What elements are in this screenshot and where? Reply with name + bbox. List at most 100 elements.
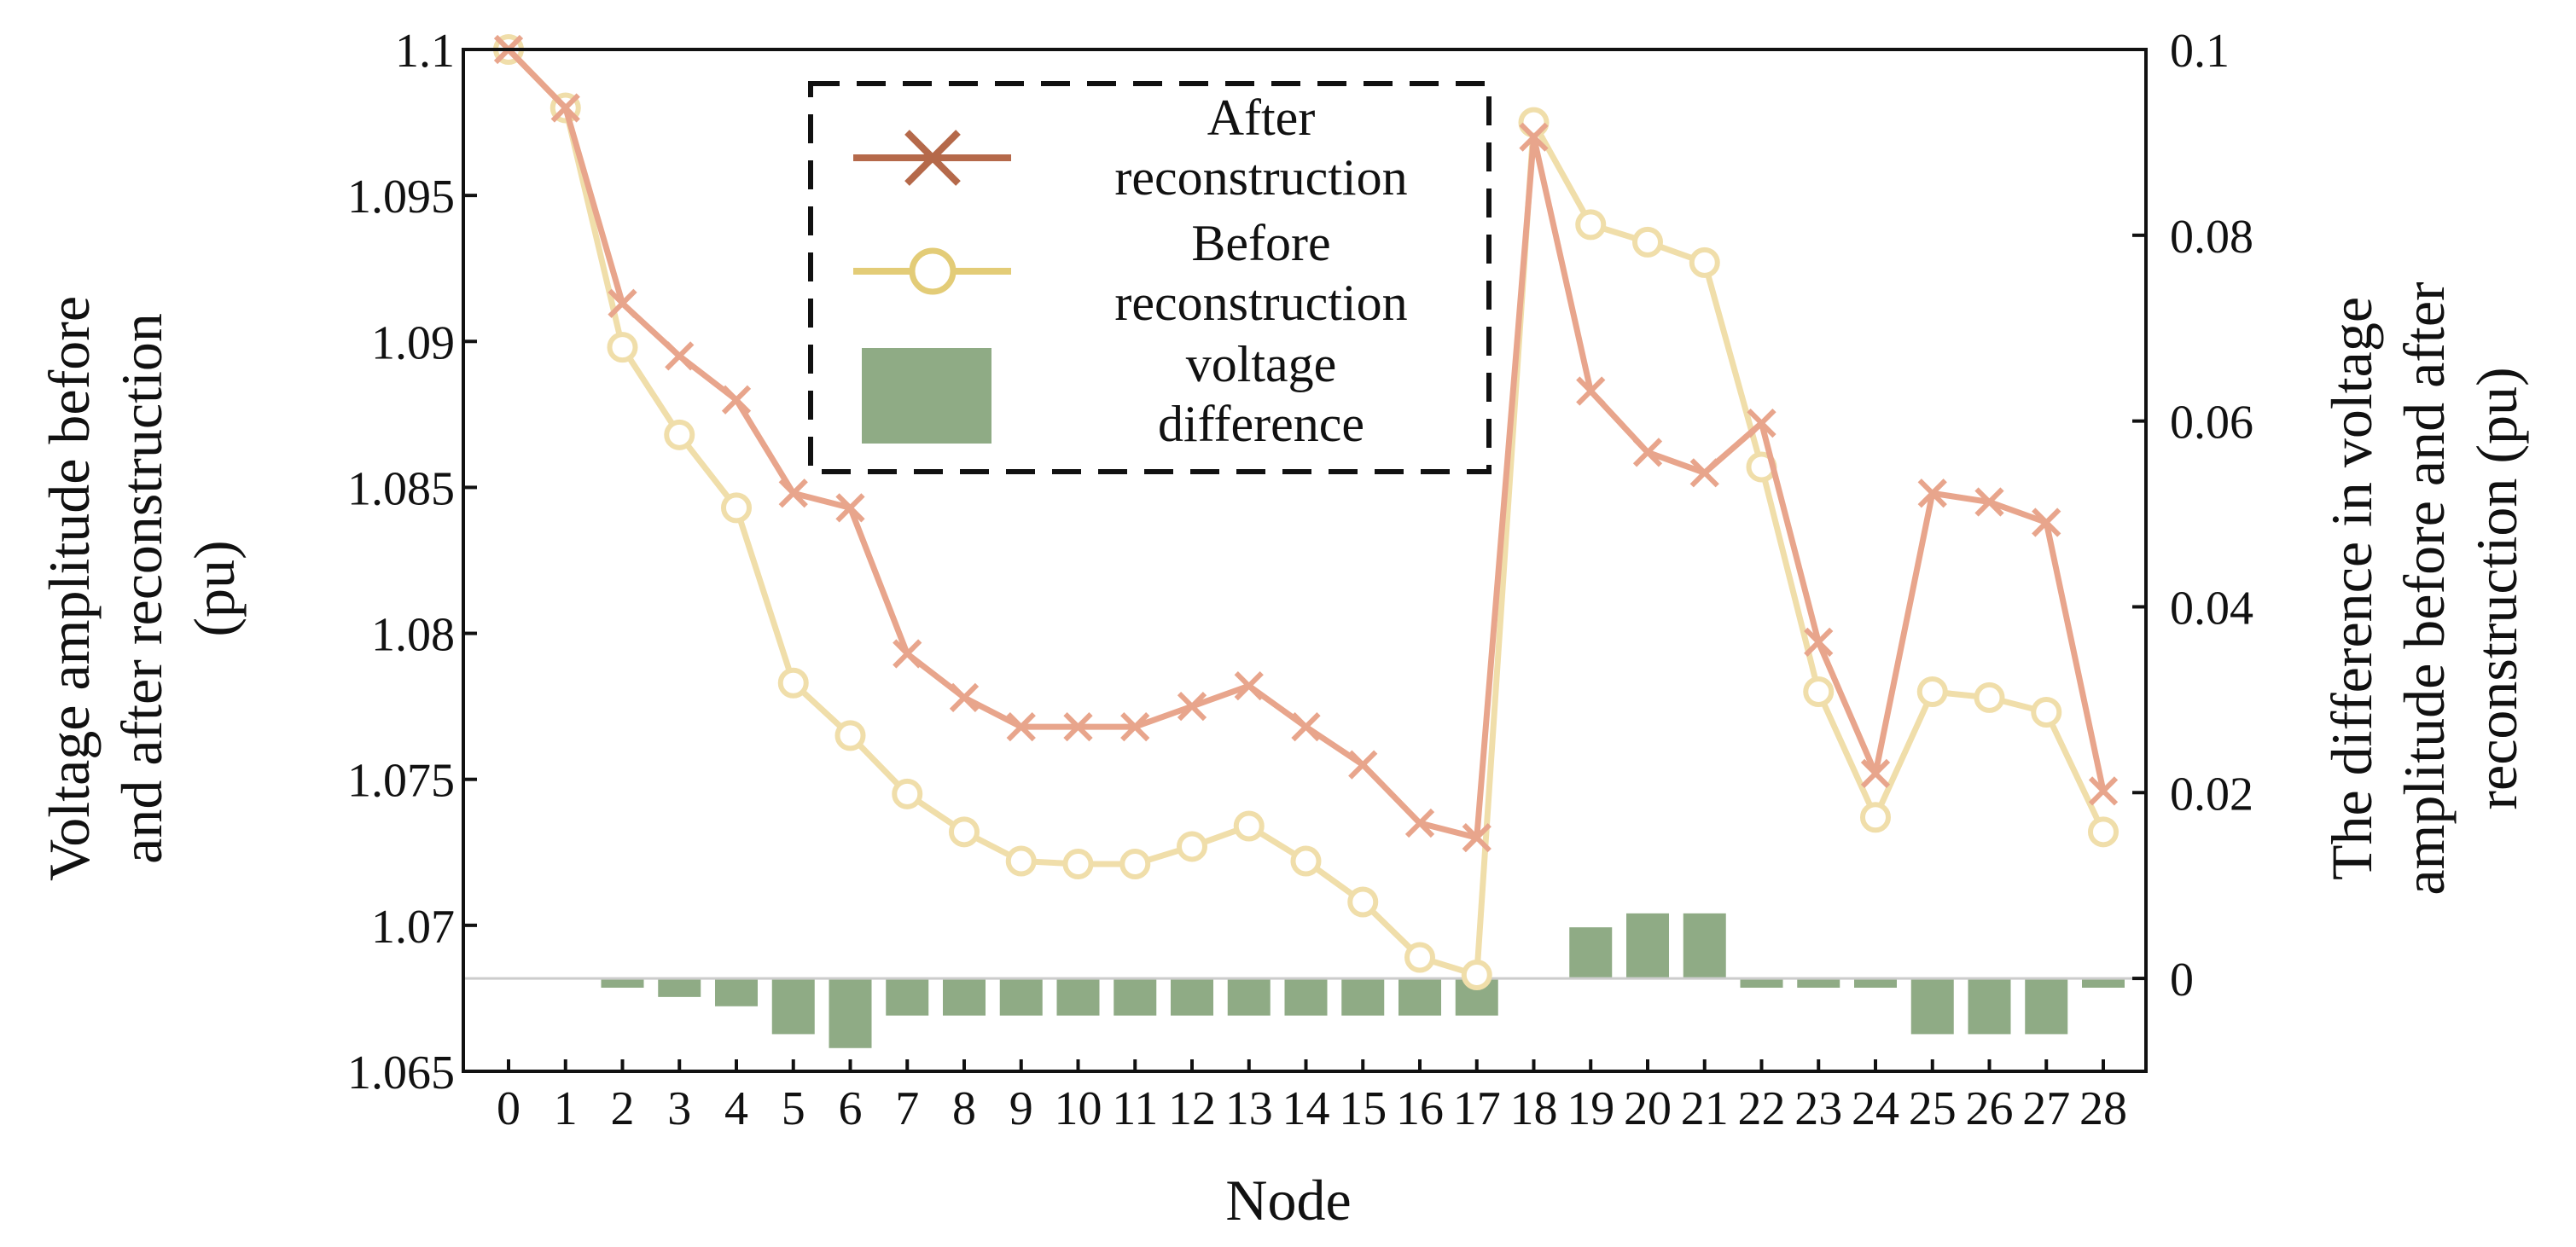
difference-bar [1683,913,1726,979]
legend-before-label-line2: reconstruction [1114,275,1407,331]
right-y-axis-title: The difference in voltage amplitude befo… [2319,281,2529,896]
x-tick-label: 26 [1966,1082,2014,1135]
after-point [1291,711,1321,742]
before-point [2031,696,2062,728]
difference-bars [601,913,2125,1048]
difference-bar [829,978,872,1048]
after-point [721,385,752,415]
after-point [1404,808,1435,838]
after-point [608,288,637,318]
right-y-axis-title-line2: amplitude before and after [2392,281,2457,896]
after-point [1348,750,1378,780]
difference-bar [1569,927,1613,979]
x-tick-label: 17 [1453,1082,1501,1135]
difference-bar [886,978,929,1016]
after-point [1804,627,1834,657]
before-point [1233,810,1265,842]
after-point [1234,671,1264,701]
x-tick-label: 5 [782,1082,805,1135]
legend-difference-swatch [862,348,991,444]
after-point [2032,508,2061,537]
difference-bar [1854,978,1897,988]
left-y-tick-label: 1.08 [371,609,455,662]
left-y-axis-title-line3: (pu) [182,540,247,636]
x-tick-label: 7 [895,1082,919,1135]
before-point [892,778,923,809]
legend-difference-label-line2: difference [1158,396,1364,452]
right-y-tick-label: 0.1 [2170,25,2230,78]
after-point [2088,776,2119,806]
legend: After reconstruction Before reconstructi… [808,81,1492,474]
after-point [665,341,695,371]
difference-bar [2082,978,2125,988]
before-point [1575,209,1607,241]
before-point [1062,848,1094,879]
right-y-tick-label: 0.02 [2170,768,2253,821]
right-y-tick-label: 0.08 [2170,211,2253,264]
difference-bar [1114,978,1157,1016]
before-point [777,667,809,699]
left-y-tick-label: 1.075 [347,755,455,808]
before-point [1290,845,1322,877]
x-tick-label: 3 [667,1082,691,1135]
before-point [607,332,638,363]
difference-bar [1910,978,1954,1035]
after-point [1860,758,1891,788]
left-y-axis-title: Voltage amplitude before and after recon… [37,296,247,881]
after-point [1006,711,1036,742]
after-point [1519,122,1549,152]
difference-bar [1626,913,1669,979]
after-point [1120,711,1150,742]
legend-after-label-line1: After [1207,90,1316,146]
after-point [778,478,808,508]
x-tick-label: 14 [1282,1082,1330,1135]
difference-bar [1284,978,1328,1016]
right-y-tick-label: 0.04 [2170,582,2253,635]
legend-difference-label-line1: voltage [1186,336,1337,392]
x-tick-label: 8 [952,1082,976,1135]
x-tick-label: 9 [1009,1082,1033,1135]
difference-bar [715,978,758,1006]
left-y-tick-label: 1.065 [347,1047,455,1099]
after-point [1974,487,2004,517]
before-point [1974,682,2005,713]
difference-bar [1797,978,1840,988]
before-point [1689,246,1720,278]
after-point [1576,376,1606,406]
right-y-tick-label: 0.06 [2170,397,2253,450]
difference-bar [943,978,986,1016]
axes: 1.065 1.07 1.075 1.08 1.085 1.09 1.095 1.1 0 0.02… [347,25,2253,1135]
x-tick-label: 10 [1055,1082,1102,1135]
right-y-tick-label: 0 [2170,954,2194,1006]
x-tick-label: 13 [1225,1082,1273,1135]
after-point [1689,458,1719,488]
difference-bar [1227,978,1271,1016]
after-point [949,682,980,712]
left-y-axis-title-line2: and after reconstruction [109,313,174,864]
difference-bar [1398,978,1441,1016]
legend-before-circle-marker-icon [909,247,957,295]
difference-bar [1341,978,1385,1016]
x-tick-label: 27 [2022,1082,2070,1135]
before-point [1005,845,1037,877]
after-point [893,639,922,669]
after-point [550,93,580,123]
left-y-tick-label: 1.085 [347,462,455,515]
legend-after-x-marker-icon [904,130,961,186]
x-tick-label: 1 [554,1082,578,1135]
difference-bar [1171,978,1213,1016]
legend-before-label-line1: Before [1191,215,1330,271]
difference-bar [601,978,644,988]
x-tick-label: 16 [1396,1082,1444,1135]
after-point [1632,438,1663,467]
left-y-tick-label: 1.09 [371,316,455,369]
voltage-lines [493,34,2119,991]
right-y-axis-title-line1: The difference in voltage [2319,297,2384,880]
x-tick-label: 21 [1681,1082,1729,1135]
before-point [949,816,980,848]
before-point [664,419,695,450]
difference-bar [658,978,701,997]
x-tick-label: 28 [2079,1082,2127,1135]
after-point [1747,409,1776,438]
